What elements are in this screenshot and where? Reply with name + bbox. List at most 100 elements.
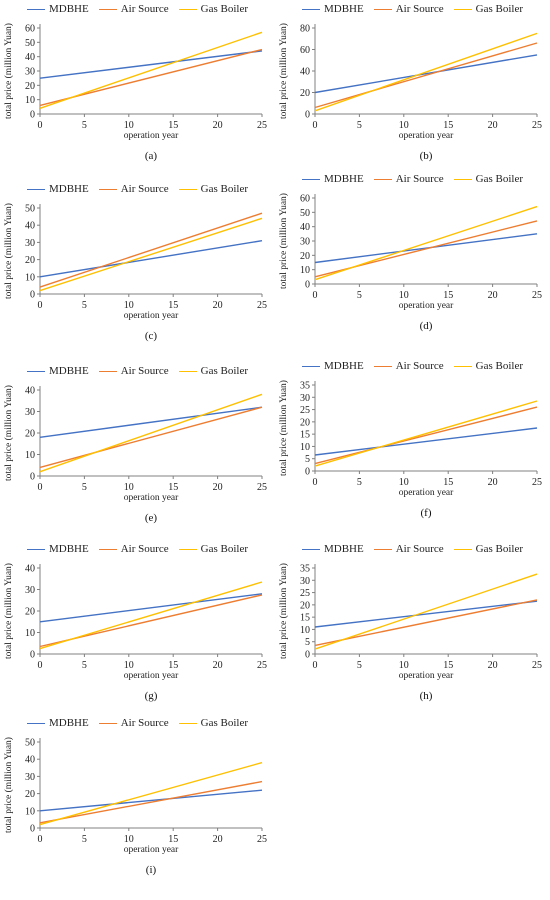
legend-swatch-gas-boiler: [178, 8, 197, 10]
legend-item-gas-boiler: Gas Boiler: [453, 543, 524, 555]
chart-panel-h: MDBHE Air Source Gas Boiler 0 5 10 15 20 25 30 35 0…: [275, 540, 550, 720]
panel-label: (f): [420, 507, 432, 519]
legend-swatch-gas-boiler: [453, 548, 472, 550]
y-axis-label: total price (million Yuan): [4, 385, 14, 481]
x-tick-label: 0: [313, 120, 318, 131]
panel-label: (b): [419, 150, 433, 162]
x-tick-label: 25: [532, 477, 542, 488]
y-tick-label: 40: [25, 386, 35, 397]
chart-svg: 0 10 20 30 40 0 5 10 15 20 25: [25, 386, 267, 494]
legend-swatch-gas-boiler: [178, 370, 197, 372]
y-tick-label: 40: [25, 221, 35, 232]
x-tick-label: 0: [313, 290, 318, 301]
y-tick-label: 30: [25, 772, 35, 783]
x-tick-label: 15: [443, 290, 453, 301]
legend-label: MDBHE: [48, 717, 89, 729]
legend-swatch-air-source: [98, 8, 117, 10]
legend-item-gas-boiler: Gas Boiler: [453, 360, 523, 372]
legend-item-mdbhe: MDBHE: [301, 360, 364, 372]
y-tick-label: 60: [300, 45, 310, 56]
x-tick-label: 15: [168, 482, 178, 493]
legend-item-mdbhe: MDBHE: [26, 183, 89, 195]
x-tick-label: 5: [357, 290, 362, 301]
y-tick-label: 15: [300, 613, 310, 624]
x-tick-label: 20: [213, 834, 223, 845]
legend-label: MDBHE: [323, 3, 364, 15]
x-tick-label: 20: [213, 660, 223, 671]
legend-label: Gas Boiler: [200, 3, 249, 15]
x-tick-label: 5: [82, 834, 87, 845]
legend-item-air-source: Air Source: [373, 173, 444, 185]
legend: MDBHE Air Source Gas Boiler: [0, 716, 275, 730]
legend-swatch-gas-boiler: [178, 548, 197, 550]
legend-label: Air Source: [120, 717, 169, 729]
y-tick-label: 10: [25, 272, 35, 283]
legend-swatch-mdbhe: [301, 548, 320, 550]
series-line-mdbhe: [39, 789, 263, 812]
legend: MDBHE Air Source Gas Boiler: [275, 172, 550, 186]
x-tick-label: 25: [532, 290, 542, 301]
y-tick-label: 25: [300, 588, 310, 599]
legend-swatch-mdbhe: [301, 365, 320, 367]
legend-item-air-source: Air Source: [98, 183, 169, 195]
legend-swatch-mdbhe: [26, 548, 45, 550]
series-line-gas-boiler: [39, 31, 263, 109]
legend-swatch-mdbhe: [26, 8, 45, 10]
x-tick-label: 0: [38, 834, 43, 845]
legend-item-air-source: Air Source: [98, 3, 169, 15]
y-tick-label: 0: [305, 467, 310, 478]
legend: MDBHE Air Source Gas Boiler: [0, 364, 275, 378]
y-tick-label: 35: [300, 564, 310, 575]
legend-label: MDBHE: [48, 365, 89, 377]
series-line-gas-boiler: [39, 581, 263, 650]
x-axis-label: operation year: [398, 488, 454, 498]
series-line-gas-boiler: [314, 205, 538, 281]
x-tick-label: 25: [257, 300, 267, 311]
series-line-mdbhe: [39, 240, 263, 278]
y-tick-label: 50: [300, 208, 310, 219]
y-tick-label: 10: [300, 265, 310, 276]
x-axis-label: operation year: [123, 131, 179, 141]
x-tick-label: 10: [399, 120, 409, 131]
y-tick-label: 20: [300, 417, 310, 428]
chart-panel-g: MDBHE Air Source Gas Boiler 0 10 20 30 40 0 5 10 15…: [0, 540, 275, 720]
legend-label: Air Source: [395, 543, 444, 555]
legend-swatch-gas-boiler: [178, 188, 197, 190]
y-tick-label: 30: [25, 407, 35, 418]
x-tick-label: 15: [168, 834, 178, 845]
panel-label: (e): [144, 512, 158, 524]
x-tick-label: 10: [399, 660, 409, 671]
x-tick-label: 0: [38, 300, 43, 311]
legend-item-air-source: Air Source: [98, 543, 169, 555]
x-axis-label: operation year: [398, 301, 454, 311]
y-tick-label: 40: [300, 222, 310, 233]
legend-item-mdbhe: MDBHE: [301, 543, 364, 555]
x-tick-label: 5: [82, 660, 87, 671]
x-axis-label: operation year: [123, 845, 179, 855]
legend-swatch-gas-boiler: [453, 178, 472, 180]
panel-label: (a): [144, 150, 158, 162]
x-tick-label: 25: [257, 834, 267, 845]
x-tick-label: 20: [213, 120, 223, 131]
legend-label: Air Source: [120, 543, 169, 555]
y-axis-label: total price (million Yuan): [4, 203, 14, 299]
legend-item-mdbhe: MDBHE: [26, 365, 89, 377]
panel-label: (g): [144, 690, 158, 702]
y-tick-label: 0: [30, 472, 35, 483]
legend-swatch-air-source: [98, 722, 117, 724]
panel-label: (c): [144, 330, 158, 342]
x-tick-label: 0: [38, 660, 43, 671]
panel-label: (i): [145, 864, 157, 876]
y-tick-label: 40: [25, 755, 35, 766]
legend-label: Air Source: [120, 3, 169, 15]
y-tick-label: 20: [300, 251, 310, 262]
y-tick-label: 0: [30, 824, 35, 835]
y-tick-label: 30: [25, 585, 35, 596]
series-line-air-source: [314, 599, 538, 647]
legend: MDBHE Air Source Gas Boiler: [275, 542, 550, 556]
legend-item-gas-boiler: Gas Boiler: [178, 717, 248, 729]
x-axis-label: operation year: [123, 311, 179, 321]
series-line-air-source: [39, 780, 263, 824]
legend-label: Gas Boiler: [475, 543, 524, 555]
